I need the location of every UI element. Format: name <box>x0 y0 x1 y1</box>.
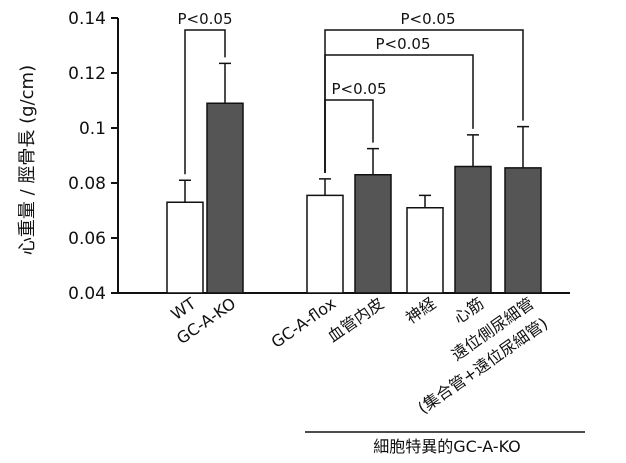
significance-bracket <box>324 29 524 173</box>
significance-bracket <box>324 54 474 173</box>
significance-bracket <box>184 29 226 175</box>
group-label: 細胞特異的GC-A-KO <box>373 437 521 456</box>
bar <box>406 207 444 294</box>
y-tick-label: 0.06 <box>68 229 106 249</box>
category-label: 神経 <box>402 294 439 328</box>
y-tick-label: 0.1 <box>79 119 106 139</box>
bars <box>166 102 542 294</box>
y-axis-label: 心重量 / 脛骨長 (g/cm) <box>17 65 38 255</box>
bar <box>306 194 344 294</box>
error-bars <box>179 62 529 208</box>
significance-label: P<0.05 <box>177 10 232 28</box>
significance-brackets: P<0.05 P<0.05 P<0.05 P<0.05 <box>177 10 524 175</box>
significance-label: P<0.05 <box>331 80 386 98</box>
bar <box>166 201 204 294</box>
bar <box>354 174 392 294</box>
significance-label: P<0.05 <box>400 10 455 28</box>
significance-bracket <box>324 99 374 173</box>
category-label: 心筋 <box>450 294 487 328</box>
bar <box>504 167 542 294</box>
bar <box>206 102 244 294</box>
y-ticks: 0.04 0.06 0.08 0.1 0.12 0.14 <box>68 9 118 304</box>
bar <box>454 165 492 294</box>
y-tick-label: 0.08 <box>68 174 106 194</box>
y-tick-label: 0.12 <box>68 64 106 84</box>
significance-label: P<0.05 <box>375 35 430 53</box>
y-tick-label: 0.04 <box>68 284 106 304</box>
y-tick-label: 0.14 <box>68 9 106 29</box>
category-label: GC-A-flox <box>268 294 340 352</box>
